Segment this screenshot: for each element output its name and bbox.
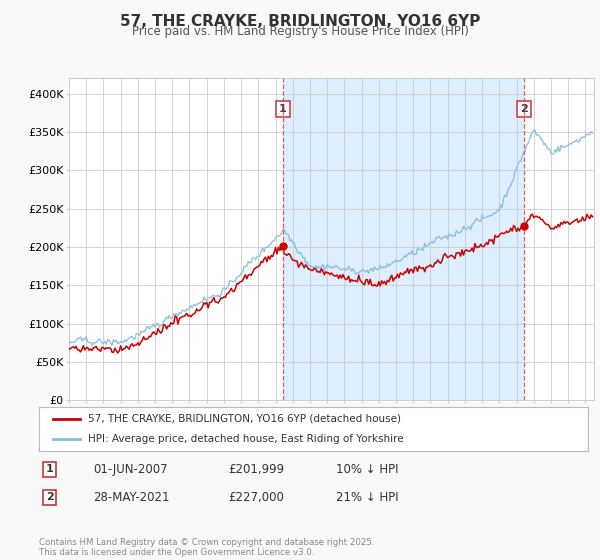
Text: 1: 1 <box>46 464 53 474</box>
Text: £201,999: £201,999 <box>228 463 284 476</box>
Text: 01-JUN-2007: 01-JUN-2007 <box>93 463 167 476</box>
Text: 57, THE CRAYKE, BRIDLINGTON, YO16 6YP (detached house): 57, THE CRAYKE, BRIDLINGTON, YO16 6YP (d… <box>88 414 401 424</box>
Text: Contains HM Land Registry data © Crown copyright and database right 2025.
This d: Contains HM Land Registry data © Crown c… <box>39 538 374 557</box>
Bar <box>283 78 524 400</box>
Text: 10% ↓ HPI: 10% ↓ HPI <box>336 463 398 476</box>
Text: 57, THE CRAYKE, BRIDLINGTON, YO16 6YP: 57, THE CRAYKE, BRIDLINGTON, YO16 6YP <box>120 14 480 29</box>
Text: 2: 2 <box>46 492 53 502</box>
Text: 1: 1 <box>279 104 287 114</box>
Text: 21% ↓ HPI: 21% ↓ HPI <box>336 491 398 504</box>
Text: 2: 2 <box>520 104 527 114</box>
Text: HPI: Average price, detached house, East Riding of Yorkshire: HPI: Average price, detached house, East… <box>88 434 404 444</box>
Text: 28-MAY-2021: 28-MAY-2021 <box>93 491 170 504</box>
Text: £227,000: £227,000 <box>228 491 284 504</box>
Text: Price paid vs. HM Land Registry's House Price Index (HPI): Price paid vs. HM Land Registry's House … <box>131 25 469 38</box>
